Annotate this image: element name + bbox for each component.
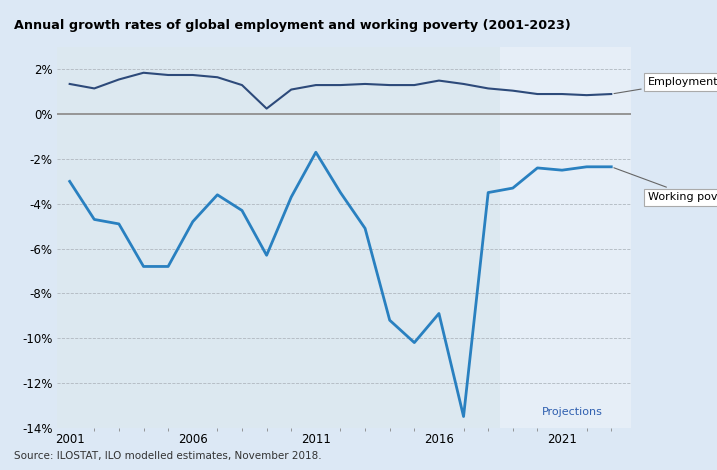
Text: Annual growth rates of global employment and working poverty (2001-2023): Annual growth rates of global employment…: [14, 19, 571, 32]
Text: Employment: Employment: [614, 77, 717, 94]
Text: Projections: Projections: [542, 407, 603, 416]
Bar: [500, 47, 631, 428]
Text: Source: ILOSTAT, ILO modelled estimates, November 2018.: Source: ILOSTAT, ILO modelled estimates,…: [14, 451, 322, 461]
Text: Working poverty: Working poverty: [614, 168, 717, 203]
